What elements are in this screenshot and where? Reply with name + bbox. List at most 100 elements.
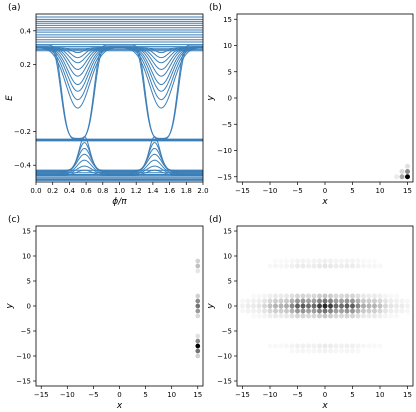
x-tick-label: 0.2 — [47, 187, 58, 195]
density-point — [245, 303, 251, 309]
density-point — [289, 298, 295, 304]
density-point — [300, 293, 306, 299]
density-point — [377, 313, 383, 319]
density-point — [366, 343, 372, 349]
density-point — [350, 343, 355, 349]
density-point — [245, 298, 251, 304]
x-axis-label: ϕ/π — [112, 197, 127, 207]
density-point — [344, 303, 350, 309]
panel-label: (b) — [209, 3, 222, 13]
y-tick-label: 15 — [223, 228, 232, 236]
x-tick-label: 5 — [350, 187, 354, 195]
density-point — [361, 308, 366, 314]
density-point — [267, 308, 273, 314]
x-tick-label: 0.0 — [30, 187, 41, 195]
density-point — [289, 258, 295, 264]
band-line — [36, 46, 203, 139]
density-point — [195, 313, 201, 319]
density-point — [317, 263, 322, 269]
density-point — [267, 303, 273, 309]
density-point — [372, 303, 377, 309]
y-tick-label: −15 — [217, 173, 232, 181]
density-point — [366, 263, 372, 269]
density-point — [394, 293, 399, 299]
x-tick-label: 1.6 — [164, 187, 176, 195]
y-tick-label: −5 — [222, 328, 232, 336]
density-point — [256, 313, 262, 319]
density-point — [251, 303, 256, 309]
density-point — [284, 343, 289, 349]
x-tick-label: 15 — [193, 391, 202, 399]
plot-area — [237, 14, 413, 182]
density-point — [289, 343, 295, 349]
density-point — [355, 343, 361, 349]
density-point — [350, 258, 355, 264]
density-point — [361, 313, 366, 319]
x-tick-label: 0.4 — [64, 187, 76, 195]
density-point — [328, 308, 333, 314]
y-tick-label: −0.4 — [14, 162, 32, 170]
x-tick-label: −5 — [88, 391, 98, 399]
band-line — [36, 165, 203, 175]
density-point — [339, 348, 344, 354]
plot-area — [36, 226, 203, 386]
density-point — [372, 258, 377, 264]
density-point — [306, 343, 311, 349]
x-tick-label: 10 — [376, 391, 385, 399]
y-tick-label: −15 — [16, 378, 31, 386]
panel-label: (c) — [8, 215, 20, 225]
band-line — [36, 153, 203, 174]
density-point — [317, 313, 322, 319]
density-point — [195, 263, 201, 269]
density-point — [344, 313, 350, 319]
density-point — [366, 308, 372, 314]
density-point — [366, 303, 372, 309]
density-point — [195, 343, 201, 349]
band-line — [36, 169, 203, 176]
density-point — [350, 308, 355, 314]
density-point — [377, 263, 383, 269]
y-tick-label: −10 — [217, 147, 232, 155]
density-point — [278, 298, 284, 304]
density-point — [251, 313, 256, 319]
x-tick-label: 0 — [323, 187, 327, 195]
y-tick-label: −5 — [21, 328, 31, 336]
density-point — [273, 293, 278, 299]
density-point — [284, 263, 289, 269]
density-point — [377, 303, 383, 309]
x-tick-label: 5 — [143, 391, 147, 399]
density-point — [388, 293, 394, 299]
density-point — [339, 343, 344, 349]
density-point — [267, 298, 273, 304]
density-point — [284, 303, 289, 309]
density-point — [388, 298, 394, 304]
y-tick-label: 15 — [22, 228, 31, 236]
density-point — [394, 174, 399, 180]
density-point — [256, 293, 262, 299]
density-point — [322, 258, 328, 264]
y-tick-label: −0.2 — [14, 128, 31, 136]
density-point — [306, 298, 311, 304]
density-point — [372, 263, 377, 269]
density-point — [328, 293, 333, 299]
density-point — [361, 303, 366, 309]
density-point — [273, 343, 278, 349]
y-tick-label: 15 — [223, 16, 232, 24]
density-point — [399, 298, 405, 304]
y-tick-label: −10 — [217, 353, 232, 361]
density-point — [372, 308, 377, 314]
density-point — [240, 298, 245, 304]
density-point — [306, 293, 311, 299]
density-point — [251, 293, 256, 299]
panel-label: (a) — [8, 3, 21, 13]
density-point — [355, 313, 361, 319]
density-point — [311, 313, 317, 319]
x-tick-label: 15 — [403, 391, 412, 399]
bands — [36, 16, 203, 181]
density-point — [344, 308, 350, 314]
density-point — [350, 293, 355, 299]
y-axis-label: y — [5, 303, 15, 310]
density-point — [195, 308, 201, 314]
density-point — [267, 343, 273, 349]
density-point — [366, 293, 372, 299]
